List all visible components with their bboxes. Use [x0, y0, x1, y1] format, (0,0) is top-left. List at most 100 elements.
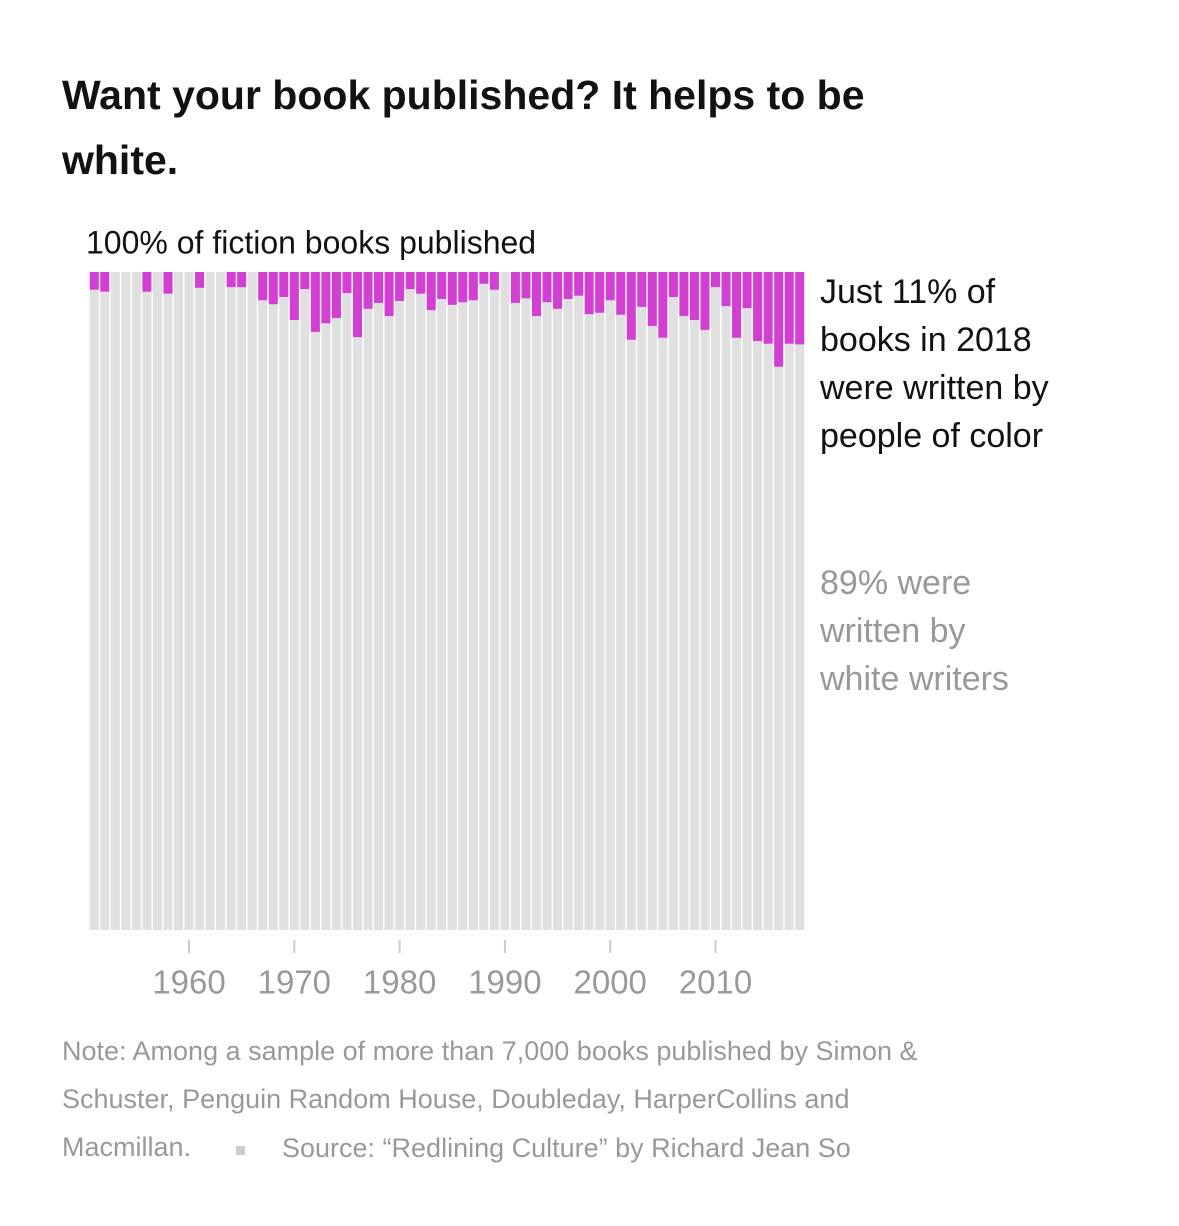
bar-segment	[352, 337, 363, 931]
bar-segment	[521, 298, 531, 930]
bar-segment	[479, 283, 489, 930]
bar-segment	[584, 272, 594, 315]
bar-segment	[331, 272, 341, 319]
bar-segment	[374, 302, 384, 930]
source: Source: “Redlining Culture” by Richard J…	[282, 1133, 851, 1163]
bar-segment	[468, 300, 478, 930]
bar-segment	[510, 302, 520, 930]
bar-segment	[300, 289, 310, 930]
bar-segment	[289, 320, 299, 930]
bar-segment	[163, 293, 173, 930]
bar-segment	[563, 298, 573, 930]
x-tick-label: 2000	[573, 964, 646, 1001]
bar-segment	[595, 312, 605, 930]
chart-title: white.	[61, 137, 178, 183]
bar-segment	[437, 272, 447, 299]
bar-segment	[152, 272, 162, 930]
bar-segment	[247, 272, 257, 930]
note: Macmillan.	[62, 1132, 191, 1162]
bar-segment	[531, 272, 542, 317]
bar-segment	[605, 300, 615, 930]
bar-segment	[310, 272, 320, 332]
x-tick-label: 1990	[468, 964, 541, 1001]
bar-segment	[121, 272, 131, 930]
bar-segment	[89, 289, 99, 930]
bar-segment	[395, 300, 405, 930]
bar-segment	[658, 337, 668, 930]
bar-segment	[405, 289, 415, 930]
bar-segment	[774, 272, 784, 367]
x-tick-label: 1970	[258, 964, 331, 1001]
bar-segment	[679, 316, 689, 930]
annotation: books in 2018	[820, 321, 1032, 359]
bar-segment	[342, 293, 352, 930]
bar-segment	[637, 272, 647, 307]
bar-segment	[416, 272, 426, 294]
bar-segment	[763, 272, 773, 344]
separator	[236, 1146, 245, 1155]
bar-segment	[289, 272, 299, 321]
bar-segment	[184, 272, 194, 930]
bar-segment	[584, 314, 594, 930]
bar-segment	[647, 325, 657, 930]
bar-segment	[595, 272, 605, 313]
bar-segment	[437, 298, 447, 930]
x-tick-label: 1980	[363, 964, 436, 1001]
bar-segment	[700, 272, 710, 330]
bar-segment	[542, 302, 552, 930]
chart-title: Want your book published? It helps to be	[62, 72, 865, 118]
annotation: written by	[819, 612, 966, 650]
bar-segment	[363, 272, 373, 309]
annotation: were written by	[819, 369, 1049, 407]
bar-segment	[710, 287, 721, 930]
bar-segment	[647, 272, 657, 326]
bar-segment	[237, 287, 247, 930]
bar-segment	[226, 272, 236, 288]
bar-segment	[542, 272, 552, 303]
annotation: 89% were	[820, 564, 971, 602]
bar-segment	[363, 308, 373, 930]
bar-segment	[658, 272, 668, 338]
bar-segment	[374, 272, 384, 303]
bar-segment	[279, 272, 289, 298]
annotation: white writers	[819, 660, 1009, 698]
bar-segment	[710, 272, 721, 288]
bar-segment	[258, 300, 268, 930]
bar-segment	[563, 272, 573, 299]
bar-segment	[616, 314, 626, 930]
bar-segment	[489, 289, 499, 930]
bar-segment	[742, 272, 752, 309]
bar-segment	[342, 272, 352, 294]
bar-segment	[721, 272, 731, 307]
bar-segment	[268, 272, 278, 305]
bar-segment	[395, 272, 405, 301]
bar-segment	[237, 272, 247, 288]
bar-segment	[753, 341, 763, 931]
bar-segment	[616, 272, 626, 315]
bar-segment	[626, 272, 636, 340]
bar-segment	[416, 293, 426, 930]
bar-segment	[795, 272, 805, 345]
bar-segment	[468, 272, 478, 301]
bar-segment	[226, 287, 236, 930]
bar-segment	[321, 323, 331, 931]
bar-segment	[553, 272, 563, 309]
bar-segment	[384, 272, 394, 317]
bar-segment	[521, 272, 531, 299]
bar-segment	[732, 272, 742, 338]
bar-segment	[279, 297, 289, 930]
bar-segment	[479, 272, 489, 284]
bar-segment	[142, 272, 152, 292]
bar-segment	[689, 272, 699, 321]
bar-segment	[763, 343, 773, 930]
bar-segment	[626, 339, 636, 930]
bar-segment	[574, 295, 584, 930]
bar-segment	[795, 344, 805, 930]
bar-segment	[784, 343, 794, 930]
bar-segment	[753, 272, 763, 342]
bar-segment	[163, 272, 173, 294]
bar-segment	[310, 331, 320, 930]
note: Schuster, Penguin Random House, Doubleda…	[62, 1084, 849, 1114]
bar-segment	[447, 272, 457, 305]
